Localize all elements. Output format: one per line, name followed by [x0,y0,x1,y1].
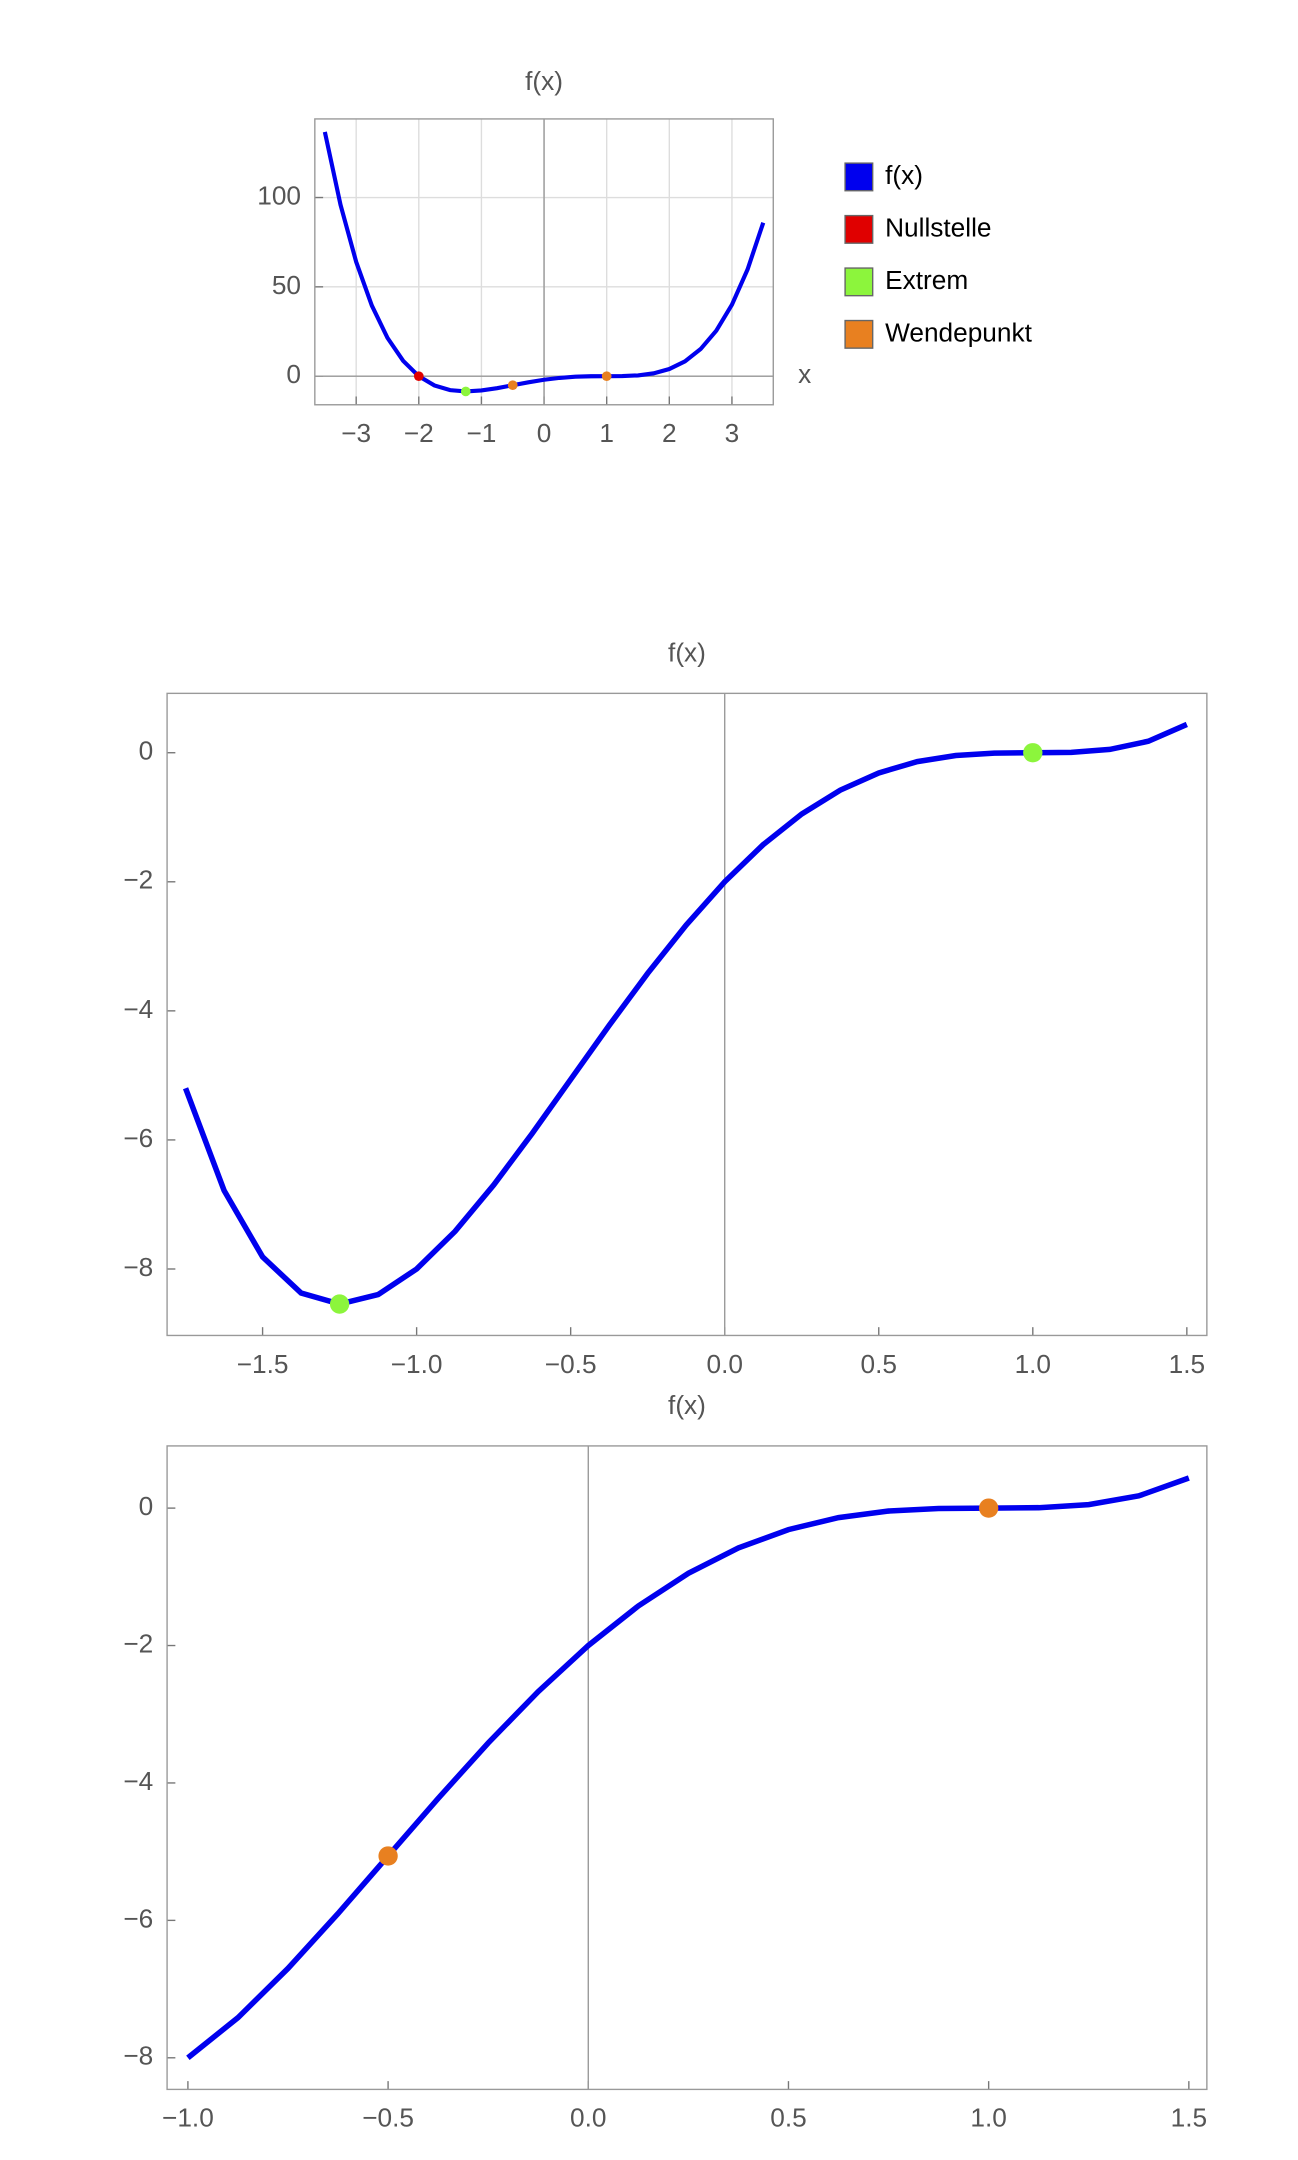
legend-swatch [844,214,874,244]
x-tick-label: −1 [466,418,496,448]
y-tick-label: 50 [272,270,301,300]
x-tick-label: 1.5 [1171,2103,1207,2133]
x-tick-label: 0.5 [770,2103,806,2133]
legend-swatch [844,267,874,297]
x-tick-label: 1 [599,418,614,448]
y-tick-label: −8 [123,1252,153,1282]
marker [378,1846,398,1866]
legend-swatch [844,319,874,349]
chart-title: f(x) [668,638,706,668]
legend: f(x) Nullstelle Extrem Wendepunkt [844,160,1033,349]
x-tick-label: −2 [404,418,434,448]
x-tick-label: 1.5 [1169,1349,1205,1379]
marker [460,386,471,397]
legend-label: f(x) [885,160,923,190]
x-tick-label: 3 [725,418,740,448]
x-tick-label: −3 [341,418,371,448]
x-tick-label: −1.0 [391,1349,443,1379]
y-tick-label: −4 [123,994,153,1024]
x-tick-label: 2 [662,418,677,448]
legend-swatch [844,162,874,192]
curve [322,131,766,394]
legend-label: Wendepunkt [885,317,1032,347]
y-tick-label: 100 [257,180,301,210]
marker [413,371,424,382]
marker [978,1498,999,1518]
marker [329,1294,350,1314]
curve [186,1475,1190,2060]
legend-label: Extrem [885,265,968,295]
y-tick-label: 0 [139,1491,154,1521]
y-tick-label: 0 [139,736,154,766]
curve [182,721,1188,1307]
chart-title: f(x) [668,1390,706,1420]
y-tick-label: 0 [286,359,301,389]
plot-frame [166,1445,1208,2091]
chart: f(x) −3 −2 −1 0 1 2 3 0 50 100 x f(x) Nullstelle Extre… [257,66,1032,448]
chart: f(x) −1.0 −0.5 0.0 0.5 1.0 1.5 −8 −6 −4 −2 0 [123,1390,1208,2133]
marker [507,380,518,391]
plot-frame [166,692,1208,1337]
y-tick-label: −4 [123,1766,153,1796]
marker [1023,743,1043,763]
x-tick-label: −1.5 [237,1349,289,1379]
legend-label: Nullstelle [885,212,991,242]
x-tick-label: −0.5 [545,1349,597,1379]
y-tick-label: −2 [123,865,153,895]
x-tick-label: −0.5 [362,2103,414,2133]
y-tick-label: −2 [123,1628,153,1658]
x-tick-label: 1.0 [970,2103,1006,2133]
y-tick-label: −6 [123,1123,153,1153]
marker [601,371,612,382]
y-tick-label: −8 [123,2041,153,2071]
y-tick-label: −6 [123,1903,153,1933]
x-tick-label: 0 [537,418,552,448]
chart: f(x) −1.5 −1.0 −0.5 0.0 0.5 1.0 1.5 −8 −6 −4 −2 0 [123,638,1208,1379]
chart-title: f(x) [525,66,563,96]
x-tick-label: 0.0 [570,2103,606,2133]
x-tick-label: 1.0 [1015,1349,1051,1379]
x-axis-label: x [798,359,811,389]
x-tick-label: 0.5 [861,1349,897,1379]
x-tick-label: −1.0 [162,2103,214,2133]
x-tick-label: 0.0 [706,1349,742,1379]
